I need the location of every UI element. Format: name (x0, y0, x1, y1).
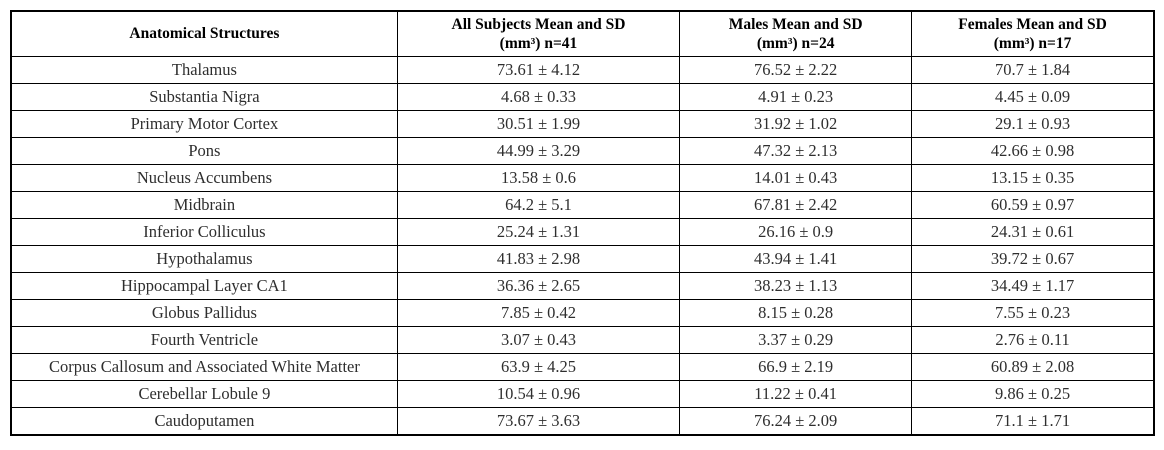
table-row: Caudoputamen 73.67 ± 3.63 76.24 ± 2.09 7… (10, 407, 1155, 436)
structure-cell: Cerebellar Lobule 9 (10, 380, 398, 408)
males-value-cell: 14.01 ± 0.43 (679, 164, 913, 192)
table-row: Fourth Ventricle 3.07 ± 0.43 3.37 ± 0.29… (10, 326, 1155, 354)
females-value-cell: 7.55 ± 0.23 (911, 299, 1155, 327)
table-row: Inferior Colliculus 25.24 ± 1.31 26.16 ±… (10, 218, 1155, 246)
females-value-cell: 71.1 ± 1.71 (911, 407, 1155, 436)
header-label-line2: (mm³) n=24 (756, 35, 835, 52)
females-value-cell: 60.89 ± 2.08 (911, 353, 1155, 381)
females-value-cell: 9.86 ± 0.25 (911, 380, 1155, 408)
column-header-males: Males Mean and SD (mm³) n=24 (679, 10, 913, 57)
males-value-cell: 47.32 ± 2.13 (679, 137, 913, 165)
structure-cell: Nucleus Accumbens (10, 164, 398, 192)
table-row: Substantia Nigra 4.68 ± 0.33 4.91 ± 0.23… (10, 83, 1155, 111)
males-value-cell: 66.9 ± 2.19 (679, 353, 913, 381)
females-value-cell: 60.59 ± 0.97 (911, 191, 1155, 219)
header-row: Anatomical Structures All Subjects Mean … (10, 10, 1155, 57)
structure-cell: Caudoputamen (10, 407, 398, 436)
all-subjects-value-cell: 36.36 ± 2.65 (396, 272, 681, 300)
structure-cell: Hypothalamus (10, 245, 398, 273)
all-subjects-value-cell: 44.99 ± 3.29 (396, 137, 681, 165)
column-header-all-subjects: All Subjects Mean and SD (mm³) n=41 (396, 10, 681, 57)
table-header: Anatomical Structures All Subjects Mean … (10, 10, 1155, 57)
all-subjects-value-cell: 4.68 ± 0.33 (396, 83, 681, 111)
table-row: Hippocampal Layer CA1 36.36 ± 2.65 38.23… (10, 272, 1155, 300)
all-subjects-value-cell: 7.85 ± 0.42 (396, 299, 681, 327)
structure-cell: Corpus Callosum and Associated White Mat… (10, 353, 398, 381)
females-value-cell: 13.15 ± 0.35 (911, 164, 1155, 192)
males-value-cell: 26.16 ± 0.9 (679, 218, 913, 246)
header-label: Anatomical Structures (129, 25, 280, 43)
females-value-cell: 4.45 ± 0.09 (911, 83, 1155, 111)
females-value-cell: 42.66 ± 0.98 (911, 137, 1155, 165)
column-header-anatomical-structures: Anatomical Structures (10, 10, 398, 57)
header-label-line1: Males Mean and SD (728, 15, 863, 33)
males-value-cell: 3.37 ± 0.29 (679, 326, 913, 354)
all-subjects-value-cell: 63.9 ± 4.25 (396, 353, 681, 381)
table-row: Corpus Callosum and Associated White Mat… (10, 353, 1155, 381)
table-row: Hypothalamus 41.83 ± 2.98 43.94 ± 1.41 3… (10, 245, 1155, 273)
table-row: Pons 44.99 ± 3.29 47.32 ± 2.13 42.66 ± 0… (10, 137, 1155, 165)
table-row: Thalamus 73.61 ± 4.12 76.52 ± 2.22 70.7 … (10, 56, 1155, 84)
all-subjects-value-cell: 64.2 ± 5.1 (396, 191, 681, 219)
males-value-cell: 67.81 ± 2.42 (679, 191, 913, 219)
females-value-cell: 24.31 ± 0.61 (911, 218, 1155, 246)
all-subjects-value-cell: 10.54 ± 0.96 (396, 380, 681, 408)
all-subjects-value-cell: 73.61 ± 4.12 (396, 56, 681, 84)
females-value-cell: 2.76 ± 0.11 (911, 326, 1155, 354)
structure-cell: Fourth Ventricle (10, 326, 398, 354)
table-row: Cerebellar Lobule 9 10.54 ± 0.96 11.22 ±… (10, 380, 1155, 408)
structure-cell: Pons (10, 137, 398, 165)
females-value-cell: 34.49 ± 1.17 (911, 272, 1155, 300)
males-value-cell: 4.91 ± 0.23 (679, 83, 913, 111)
table-row: Globus Pallidus 7.85 ± 0.42 8.15 ± 0.28 … (10, 299, 1155, 327)
header-label-line1: All Subjects Mean and SD (451, 15, 626, 33)
males-value-cell: 43.94 ± 1.41 (679, 245, 913, 273)
all-subjects-value-cell: 25.24 ± 1.31 (396, 218, 681, 246)
structure-cell: Substantia Nigra (10, 83, 398, 111)
table-body: Thalamus 73.61 ± 4.12 76.52 ± 2.22 70.7 … (10, 56, 1155, 436)
structure-cell: Primary Motor Cortex (10, 110, 398, 138)
anatomical-volumes-table: Anatomical Structures All Subjects Mean … (10, 10, 1155, 436)
structure-cell: Midbrain (10, 191, 398, 219)
all-subjects-value-cell: 3.07 ± 0.43 (396, 326, 681, 354)
males-value-cell: 11.22 ± 0.41 (679, 380, 913, 408)
structure-cell: Thalamus (10, 56, 398, 84)
females-value-cell: 39.72 ± 0.67 (911, 245, 1155, 273)
all-subjects-value-cell: 41.83 ± 2.98 (396, 245, 681, 273)
column-header-females: Females Mean and SD (mm³) n=17 (911, 10, 1155, 57)
table-row: Primary Motor Cortex 30.51 ± 1.99 31.92 … (10, 110, 1155, 138)
males-value-cell: 76.52 ± 2.22 (679, 56, 913, 84)
females-value-cell: 29.1 ± 0.93 (911, 110, 1155, 138)
all-subjects-value-cell: 13.58 ± 0.6 (396, 164, 681, 192)
header-label-line2: (mm³) n=41 (499, 35, 578, 52)
header-label-line1: Females Mean and SD (958, 15, 1107, 33)
structure-cell: Globus Pallidus (10, 299, 398, 327)
table-row: Nucleus Accumbens 13.58 ± 0.6 14.01 ± 0.… (10, 164, 1155, 192)
females-value-cell: 70.7 ± 1.84 (911, 56, 1155, 84)
males-value-cell: 76.24 ± 2.09 (679, 407, 913, 436)
males-value-cell: 31.92 ± 1.02 (679, 110, 913, 138)
structure-cell: Inferior Colliculus (10, 218, 398, 246)
header-label-line2: (mm³) n=17 (993, 35, 1072, 52)
table-row: Midbrain 64.2 ± 5.1 67.81 ± 2.42 60.59 ±… (10, 191, 1155, 219)
structure-cell: Hippocampal Layer CA1 (10, 272, 398, 300)
males-value-cell: 8.15 ± 0.28 (679, 299, 913, 327)
all-subjects-value-cell: 73.67 ± 3.63 (396, 407, 681, 436)
males-value-cell: 38.23 ± 1.13 (679, 272, 913, 300)
all-subjects-value-cell: 30.51 ± 1.99 (396, 110, 681, 138)
